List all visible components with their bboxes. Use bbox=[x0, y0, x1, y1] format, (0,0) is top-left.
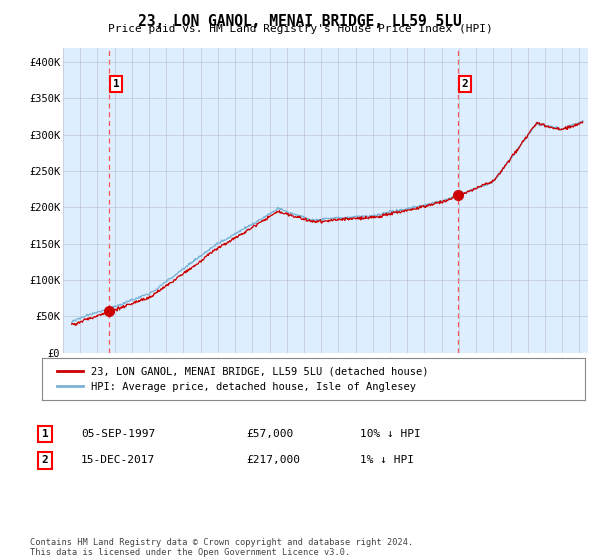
Text: 15-DEC-2017: 15-DEC-2017 bbox=[81, 455, 155, 465]
Text: 1: 1 bbox=[113, 79, 119, 89]
Text: Contains HM Land Registry data © Crown copyright and database right 2024.
This d: Contains HM Land Registry data © Crown c… bbox=[30, 538, 413, 557]
Text: 05-SEP-1997: 05-SEP-1997 bbox=[81, 429, 155, 439]
Text: 1% ↓ HPI: 1% ↓ HPI bbox=[360, 455, 414, 465]
Text: Price paid vs. HM Land Registry's House Price Index (HPI): Price paid vs. HM Land Registry's House … bbox=[107, 24, 493, 34]
Text: 23, LON GANOL, MENAI BRIDGE, LL59 5LU: 23, LON GANOL, MENAI BRIDGE, LL59 5LU bbox=[138, 14, 462, 29]
Legend: 23, LON GANOL, MENAI BRIDGE, LL59 5LU (detached house), HPI: Average price, deta: 23, LON GANOL, MENAI BRIDGE, LL59 5LU (d… bbox=[53, 363, 433, 396]
Text: 2: 2 bbox=[461, 79, 469, 89]
Text: £57,000: £57,000 bbox=[246, 429, 293, 439]
Text: £217,000: £217,000 bbox=[246, 455, 300, 465]
Text: 10% ↓ HPI: 10% ↓ HPI bbox=[360, 429, 421, 439]
Text: 2: 2 bbox=[41, 455, 49, 465]
Text: 1: 1 bbox=[41, 429, 49, 439]
